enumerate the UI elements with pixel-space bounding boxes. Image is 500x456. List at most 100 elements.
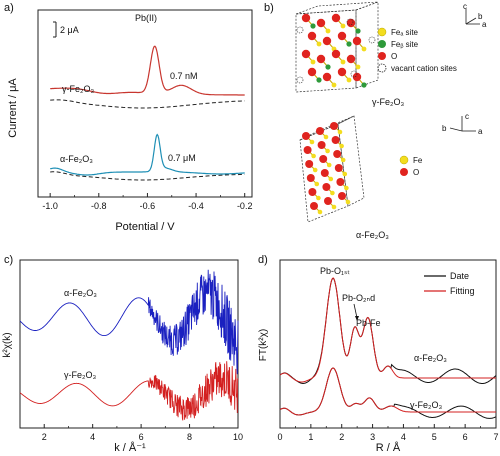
panel-a-ticks: -1.0 -0.8 -0.6 -0.4 -0.2 (42, 193, 252, 211)
gamma-axis-c: c (463, 2, 467, 11)
panel-d-alpha-label: α-Fe₂O₃ (414, 353, 447, 363)
gamma-dashed-baseline (50, 99, 245, 109)
panel-c-ylabel: k²χ(k) (2, 332, 13, 357)
gamma-axes-glyph (465, 9, 480, 25)
o-atom (346, 54, 356, 64)
o-atom (301, 13, 311, 23)
annotation-pb-o2nd: Pb-O₂ₙd (342, 293, 375, 303)
fe-atom (337, 129, 343, 135)
o-atom (336, 178, 345, 186)
gamma-crystal-structure (295, 1, 379, 93)
fe-b-atom (310, 23, 316, 29)
o-atom (317, 141, 326, 149)
x-tick-label: 5 (432, 432, 437, 442)
o-atom (337, 67, 347, 77)
o-atom (352, 36, 362, 46)
legend-fitting-label: Fitting (450, 286, 475, 296)
alpha-series-label: α-Fe₂O₃ (60, 154, 93, 164)
x-tick-label: 2 (42, 432, 47, 442)
x-tick-label: 8 (187, 432, 192, 442)
o-atom (324, 197, 332, 205)
panel-a-frame (37, 9, 253, 198)
x-tick-label: -0.2 (237, 201, 253, 211)
panel-d-ylabel: FT(k²χ) (258, 329, 269, 361)
x-tick-label: 6 (139, 432, 144, 442)
fe-atom (317, 209, 323, 215)
o-atom (302, 132, 310, 140)
panel-c-label: c) (4, 254, 13, 266)
o-atom (320, 169, 329, 177)
fe-atom (339, 143, 344, 149)
x-tick-label: 4 (90, 432, 95, 442)
fe-atom (312, 167, 318, 173)
gamma-concentration: 0.7 nM (170, 71, 198, 81)
x-tick-label: 2 (339, 432, 344, 442)
alpha-axis-b: b (442, 124, 447, 133)
fe-atom (311, 153, 316, 159)
o-atom (310, 202, 318, 210)
annotation-arrow (353, 303, 358, 319)
fe-a-atom (346, 77, 352, 83)
fe-atom (345, 199, 351, 205)
fe-a-atom (361, 46, 367, 52)
alpha-crystal-structure (299, 115, 365, 223)
alpha-concentration: 0.7 μM (168, 153, 196, 163)
fe-atom (342, 171, 348, 177)
fe-b-atom (346, 41, 352, 47)
fe-a-atom (355, 64, 361, 70)
scale-bar-label: 2 μA (60, 25, 79, 35)
fe-b-atom (325, 64, 331, 70)
legend-vacant-marker (377, 63, 387, 73)
fe-a-atom (340, 59, 346, 65)
fe-a-atom (340, 23, 346, 29)
fe-b-atom (355, 28, 361, 34)
x-tick-label: 4 (401, 432, 406, 442)
alpha-exafs-line (19, 269, 239, 375)
legend-fe-marker (399, 155, 409, 165)
o-atom (307, 67, 317, 77)
fe-atom (344, 185, 349, 191)
alpha-axis-a: a (478, 127, 483, 136)
fe-atom (326, 162, 332, 168)
alpha-fitting-line (279, 277, 496, 383)
alpha-structure-label: α-Fe₂O₃ (356, 230, 389, 240)
fe-a-atom (316, 41, 322, 47)
annotation-pb-o1st: Pb-O₁ₛₜ (320, 266, 350, 276)
fe-atom (331, 204, 337, 210)
fe-a-atom (331, 82, 337, 88)
x-tick-label: 1 (308, 432, 313, 442)
gamma-axis-b: b (478, 12, 483, 21)
fe-a-atom (310, 59, 316, 65)
vacant-site (296, 26, 304, 34)
o-atom (301, 49, 311, 59)
fe-atom (309, 139, 315, 145)
o-atom (303, 146, 312, 154)
panel-d-xlabel: R / Å (376, 441, 401, 454)
legend-fe-b-marker (378, 40, 386, 48)
o-atom (322, 36, 332, 46)
o-atom (331, 136, 340, 144)
x-tick-label: -0.6 (140, 201, 156, 211)
gamma-exafs-line (19, 361, 239, 421)
o-atom (316, 54, 326, 64)
fe-b-atom (316, 77, 322, 83)
vacant-site (368, 36, 376, 44)
annotation-arrowhead (355, 316, 359, 321)
panel-c-ticks: 2 4 6 8 10 (19, 424, 243, 442)
o-atom (306, 174, 315, 182)
panel-b-label: b) (264, 2, 274, 14)
fe-a-atom (325, 28, 331, 34)
panel-a-ylabel: Current / μA (7, 78, 19, 138)
gamma-fitting-line (279, 367, 496, 416)
fe-b-atom (361, 82, 367, 88)
o-atom (307, 31, 317, 41)
panel-c: c) 2 4 6 8 10 k / Å⁻¹ k²χ(k) α-Fe₂O₃ γ-Fe₂O₃ (2, 254, 243, 454)
panel-d-ticks: 0 1 2 3 4 5 6 7 (277, 424, 499, 442)
o-atom (331, 49, 341, 59)
fe-atom (323, 134, 329, 140)
x-tick-label: 6 (463, 432, 468, 442)
x-tick-label: -0.4 (188, 201, 204, 211)
x-tick-label: 0 (277, 432, 282, 442)
o-atom (333, 150, 342, 158)
legend-fe-b-label: Feᵦ site (391, 40, 419, 49)
